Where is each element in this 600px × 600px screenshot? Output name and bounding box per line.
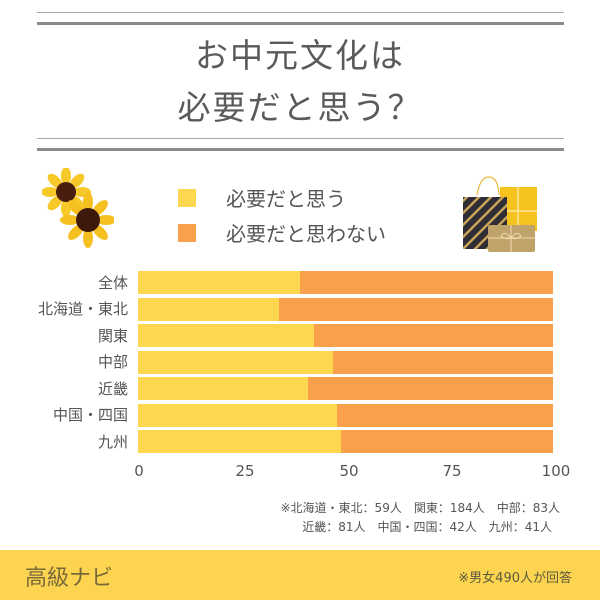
row-label-kanto: 関東 [97,327,128,345]
sunflower-icon [42,168,114,248]
bottom-rule-thick [37,148,564,151]
bar-kinki [138,377,553,400]
sample-note-line-2: 近畿：81人 中国・四国：42人 九州：41人 [302,520,552,534]
bar-segment-yes [138,377,309,400]
title-line-1: お中元文化は [195,36,405,75]
row-label-chubu: 中部 [97,353,128,371]
bar-segment-no [314,324,553,347]
bottom-rule-thin [37,138,564,139]
row-label-overall: 全体 [97,274,128,292]
brand-logo: 高級ナビ [25,566,114,591]
bar-segment-yes [138,350,334,374]
bar-segment-no [279,297,553,321]
bar-segment-yes [138,297,280,321]
row-label-kyushu: 九州 [97,433,128,451]
chart-legend: 必要だと思う 必要だと思わない [178,180,386,250]
top-rule-thick [37,22,564,25]
top-rule-thin [37,12,564,13]
x-tick-0: 0 [134,462,144,480]
bar-segment-yes [138,271,300,294]
page-title: お中元文化は 必要だと思う？ [0,30,600,134]
x-tick-100: 100 [541,462,571,480]
x-tick-25: 25 [235,462,255,480]
bar-segment-yes [138,324,315,347]
bar-kyushu [138,430,553,453]
bar-segment-yes [138,430,342,453]
bar-segment-no [333,350,553,374]
bar-segment-no [337,403,553,427]
bar-kanto [138,324,553,347]
bar-overall [138,271,553,294]
legend-label-no: 必要だと思わない [226,222,386,246]
bar-chubu [138,350,553,374]
title-line-2: 必要だと思う？ [177,88,423,127]
bar-segment-no [341,430,553,453]
gift-bags-icon [463,176,537,252]
x-tick-75: 75 [442,462,462,480]
respondent-count: ※男女490人が回答 [458,571,572,586]
bar-segment-no [308,377,553,400]
legend-label-yes: 必要だと思う [226,187,346,211]
bar-segment-no [299,271,553,294]
sample-note-line-1: ※北海道・東北：59人 関東：184人 中部：83人 [280,501,561,515]
x-tick-50: 50 [339,462,359,480]
row-label-kinki: 近畿 [97,380,128,398]
row-label-hokkaido-tohoku: 北海道・東北 [37,300,128,318]
footer-band: 高級ナビ ※男女490人が回答 [0,550,600,600]
legend-swatch-yes [178,188,196,207]
row-label-chugoku-shikoku: 中国・四国 [52,406,128,424]
bar-hokkaido-tohoku [138,297,553,321]
bar-segment-yes [138,403,338,427]
legend-item-no: 必要だと思わない [178,215,386,250]
legend-swatch-no [178,223,196,242]
bar-chugoku-shikoku [138,403,553,427]
legend-item-yes: 必要だと思う [178,180,386,215]
